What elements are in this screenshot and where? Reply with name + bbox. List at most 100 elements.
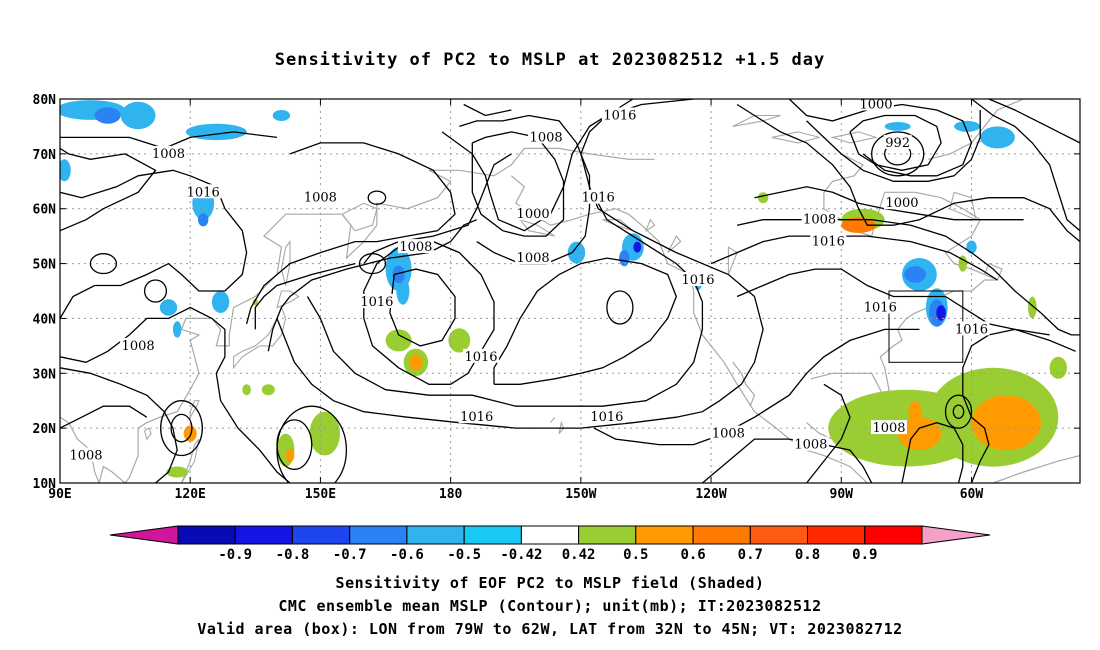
sensitivity-patch [272,110,291,121]
coastline [732,361,756,407]
contour-label: 1016 [187,185,220,200]
mslp-contour [606,290,634,325]
lon-label: 150W [565,487,596,502]
colorbar-label: -0.42 [500,547,542,563]
island-outline [949,191,977,221]
island-outline [233,306,287,370]
sensitivity-patch [954,120,981,132]
contour-label-bg [680,272,716,286]
mslp-contour [60,405,148,429]
mslp-contour [471,131,565,237]
contour-label: 1008 [794,438,827,453]
contour-label: 1008 [152,147,185,162]
mslp-contour [160,400,203,457]
coastline [98,169,495,483]
sensitivity-patch [936,305,946,321]
contour-label-bg [858,96,894,111]
lon-label: 180 [439,487,463,502]
colorbar-box [749,525,808,545]
colorbar-box [463,525,522,545]
mslp-contour [276,405,348,483]
mslp-contour [493,257,677,385]
lon-label: 120W [695,487,726,502]
sensitivity-patch [971,395,1041,451]
island-outline [550,416,556,424]
caption-line-3: Valid area (box): LON from 79W to 62W, L… [197,620,903,638]
contour-label: 992 [885,136,910,151]
caption-line-1: Sensitivity of EOF PC2 to MSLP field (Sh… [335,574,765,592]
contour-label-bg [463,348,499,363]
island-outline [667,235,682,254]
coastline [60,416,100,483]
contour-label: 1008 [530,130,563,145]
mslp-contour [363,153,512,265]
mslp-contours [60,99,1080,483]
colorbar-box [349,525,408,545]
island-outline [280,240,291,286]
sensitivity-patch [908,400,922,423]
colorbar-box [406,525,465,545]
sensitivity-patch [159,299,178,316]
contour-label: 1008 [122,339,155,354]
colorbar-arrow-low [109,525,179,545]
sensitivity-patch [1028,296,1037,319]
sensitivity-patch [166,466,189,478]
colorbar-label: 0.8 [795,547,820,563]
sensitivity-patch [958,255,968,272]
contour-label-bg [588,409,625,424]
colorbar-box [578,525,637,545]
island-outline [518,218,556,237]
contour-label-bg [792,436,829,451]
contour-label: 1016 [582,191,615,206]
colorbar-box [807,525,866,545]
mslp-contour [245,142,456,325]
lon-label: 150E [305,487,336,502]
mslp-contour [441,99,634,232]
island-outline [732,114,781,127]
sensitivity-patch [567,241,586,264]
colorbar-box [635,525,694,545]
mslp-contour [463,103,512,117]
coastline [493,147,655,177]
mslp-contour [60,147,157,232]
contour-label-bg [120,337,157,352]
contour-label-bg [397,239,434,254]
mslp-contour [143,279,168,303]
sensitivity-patch [904,266,926,283]
contour-label-bg [68,447,104,462]
mslp-contour [871,131,925,177]
island-outline [143,427,152,441]
sensitivity-patch [94,107,121,124]
colorbar-box [864,525,923,545]
lon-label: 90W [830,487,854,502]
mslp-contour [901,422,964,483]
colorbar-label: 0.7 [738,547,763,563]
contour-label-bg [150,145,187,160]
contour-label: 1008 [399,240,432,255]
lon-label: 120E [175,487,206,502]
mslp-contour [944,394,973,429]
contour-label-bg [883,134,912,149]
contour-label-bg [185,184,222,199]
island-outline [830,131,879,144]
colorbar-box [520,525,580,545]
colorbar-label: -0.5 [447,547,481,563]
island-outline [771,131,820,144]
contour-label-bg [302,189,339,204]
mslp-contour [60,306,291,483]
sensitivity-patch [172,321,182,338]
mslp-contour [962,328,1076,483]
contour-label-bg [710,425,747,440]
sensitivity-patch [392,265,405,284]
colorbar-label: 0.5 [623,547,648,563]
sensitivity-patch [980,126,1015,149]
sensitivity-patch [211,291,230,313]
mslp-contour [849,114,942,171]
island-outline [180,438,200,483]
island-outline [341,202,378,232]
contour-label: 1008 [517,251,550,266]
contour-label-bg [528,129,565,144]
contour-label-bg [810,233,847,248]
page-title: Sensitivity of PC2 to MSLP at 2023082512… [274,50,826,70]
